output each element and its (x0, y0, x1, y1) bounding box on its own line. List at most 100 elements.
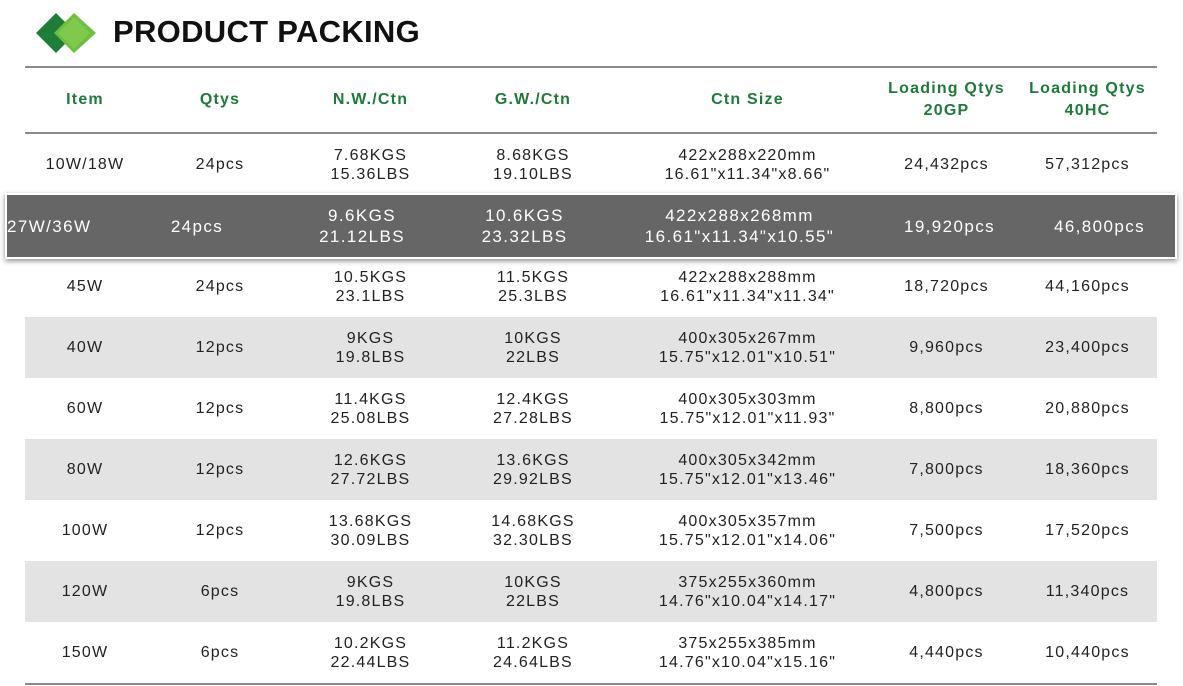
cell-nw-line: 10.2KGS (333, 634, 408, 652)
cell-loading-40hc: 20,880pcs (1018, 399, 1157, 418)
cell-gw-line: 29.92LBS (493, 470, 573, 488)
cell-item: 120W (25, 582, 145, 601)
cell-item-line: 120W (61, 583, 109, 600)
cell-qtys-line: 12pcs (195, 400, 245, 417)
cell-loading-40hc: 46,800pcs (1032, 216, 1167, 237)
cell-loading-40hc: 10,440pcs (1018, 643, 1157, 662)
cell-gw-line: 13.6KGS (496, 451, 570, 469)
cell-loading-40hc: 44,160pcs (1018, 277, 1157, 296)
cell-qtys: 12pcs (145, 460, 295, 479)
cell-ctn-size: 400x305x303mm 15.75"x12.01"x11.93" (620, 390, 875, 428)
cell-gw-line: 10KGS (504, 573, 562, 591)
cell-item: 60W (25, 399, 145, 418)
cell-qtys: 24pcs (107, 216, 287, 237)
cell-gw-line: 32.30LBS (493, 531, 573, 549)
cell-loading-20gp-line: 7,800pcs (909, 461, 984, 478)
cell-loading-40hc: 23,400pcs (1018, 338, 1157, 357)
cell-item-line: 27W/36W (7, 216, 92, 236)
cell-loading-20gp-line: 19,920pcs (903, 216, 996, 236)
cell-gw-line: 11.5KGS (496, 268, 570, 286)
cell-loading-20gp: 4,440pcs (875, 643, 1018, 662)
cell-qtys-line: 6pcs (200, 583, 240, 600)
cell-nw: 10.5KGS 23.1LBS (295, 268, 446, 306)
cell-ctn-size-line: 375x255x385mm (678, 634, 817, 652)
cell-item-line: 100W (61, 522, 109, 539)
cell-nw-line: 9KGS (346, 573, 395, 591)
cell-item-line: 40W (66, 339, 104, 356)
cell-gw: 11.2KGS 24.64LBS (446, 634, 620, 672)
cell-ctn-size-line: 16.61"x11.34"x10.55" (644, 227, 835, 246)
cell-gw-line: 19.10LBS (493, 165, 573, 183)
cell-item: 80W (25, 460, 145, 479)
table-bottom-rule (25, 683, 1157, 685)
cell-nw-line: 9KGS (346, 329, 395, 347)
cell-loading-40hc-line: 10,440pcs (1045, 644, 1130, 661)
cell-gw-line: 14.68KGS (491, 512, 575, 530)
cell-gw-line: 23.32LBS (481, 227, 568, 246)
cell-nw: 13.68KGS 30.09LBS (295, 512, 446, 550)
cell-loading-20gp: 7,500pcs (875, 521, 1018, 540)
cell-ctn-size-line: 15.75"x12.01"x14.06" (658, 531, 837, 549)
packing-table: Item Qtys N.W./Ctn G.W./Ctn Ctn Size Loa… (5, 66, 1177, 685)
cell-gw-line: 8.68KGS (496, 146, 570, 164)
cell-qtys-line: 24pcs (195, 278, 245, 295)
cell-loading-40hc: 17,520pcs (1018, 521, 1157, 540)
cell-item-line: 10W/18W (45, 156, 125, 173)
cell-item: 40W (25, 338, 145, 357)
cell-loading-40hc-line: 17,520pcs (1045, 522, 1130, 539)
cell-loading-20gp-line: 4,800pcs (909, 583, 984, 600)
cell-loading-40hc-line: 18,360pcs (1045, 461, 1130, 478)
cell-gw: 11.5KGS 25.3LBS (446, 268, 620, 306)
cell-qtys: 24pcs (145, 277, 295, 296)
cell-ctn-size: 422x288x288mm 16.61"x11.34"x11.34" (620, 268, 875, 306)
table-body: 10W/18W 24pcs 7.68KGS 15.36LBS 8.68KGS 19.10L… (5, 134, 1177, 683)
page-title: PRODUCT PACKING (113, 14, 421, 49)
cell-loading-20gp-line: 9,960pcs (909, 339, 984, 356)
cell-qtys: 12pcs (145, 338, 295, 357)
cell-nw-line: 15.36LBS (330, 165, 411, 183)
cell-qtys-line: 24pcs (195, 156, 245, 173)
cell-nw: 7.68KGS 15.36LBS (295, 146, 446, 184)
cell-nw-line: 30.09LBS (330, 531, 411, 549)
cell-gw-line: 22LBS (505, 348, 561, 366)
cell-gw: 10.6KGS 23.32LBS (437, 205, 612, 247)
cell-gw-line: 22LBS (505, 592, 561, 610)
cell-loading-40hc-line: 46,800pcs (1053, 216, 1146, 236)
cell-gw-line: 10KGS (504, 329, 562, 347)
cell-gw: 14.68KGS 32.30LBS (446, 512, 620, 550)
cell-gw-line: 27.28LBS (493, 409, 573, 427)
table-row: 45W 24pcs 10.5KGS 23.1LBS 11.5KGS 25.3LBS 422x… (25, 256, 1157, 317)
cell-nw-line: 27.72LBS (330, 470, 411, 488)
cell-loading-20gp: 8,800pcs (875, 399, 1018, 418)
cell-loading-20gp: 24,432pcs (875, 155, 1018, 174)
cell-loading-20gp: 9,960pcs (875, 338, 1018, 357)
cell-nw-line: 25.08LBS (330, 409, 411, 427)
cell-nw: 11.4KGS 25.08LBS (295, 390, 446, 428)
cell-qtys: 12pcs (145, 399, 295, 418)
cell-qtys: 12pcs (145, 521, 295, 540)
cell-ctn-size-line: 16.61"x11.34"x11.34" (660, 287, 835, 305)
cell-nw-line: 7.68KGS (333, 146, 408, 164)
cell-item: 100W (25, 521, 145, 540)
cell-loading-40hc-line: 57,312pcs (1045, 156, 1130, 173)
cell-loading-20gp: 18,720pcs (875, 277, 1018, 296)
cell-nw: 9KGS 19.8LBS (295, 329, 446, 367)
cell-loading-40hc-line: 44,160pcs (1045, 278, 1130, 295)
cell-loading-40hc: 11,340pcs (1018, 582, 1157, 601)
cell-loading-20gp: 7,800pcs (875, 460, 1018, 479)
cell-nw-line: 23.1LBS (335, 287, 406, 305)
cell-loading-40hc: 57,312pcs (1018, 155, 1157, 174)
cell-item: 10W/18W (25, 155, 145, 174)
cell-ctn-size: 422x288x220mm 16.61"x11.34"x8.66" (620, 146, 875, 184)
cell-loading-20gp-line: 24,432pcs (904, 156, 989, 173)
col-header-qtys: Qtys (199, 91, 241, 108)
cell-ctn-size-line: 15.75"x12.01"x13.46" (658, 470, 837, 488)
cell-qtys-line: 12pcs (195, 339, 245, 356)
cell-qtys-line: 6pcs (200, 644, 240, 661)
cell-loading-40hc: 18,360pcs (1018, 460, 1157, 479)
table-row: 40W 12pcs 9KGS 19.8LBS 10KGS 22LBS 400x305x267… (25, 317, 1157, 378)
cell-ctn-size-line: 15.75"x12.01"x11.93" (659, 409, 836, 427)
table-row: 60W 12pcs 11.4KGS 25.08LBS 12.4KGS 27.28LBS 40… (25, 378, 1157, 439)
col-header-item: Item (66, 91, 104, 108)
cell-item-line: 45W (66, 278, 104, 295)
